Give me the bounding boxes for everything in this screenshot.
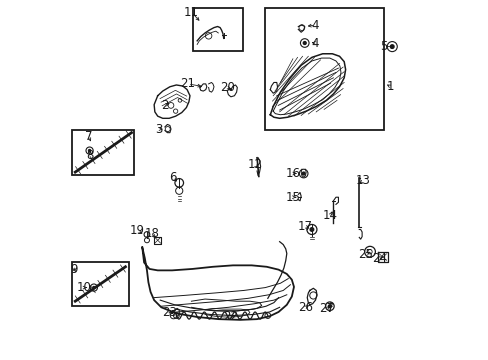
Text: 19: 19	[130, 224, 145, 237]
Circle shape	[93, 287, 95, 289]
Text: 23: 23	[162, 306, 177, 319]
Text: 17: 17	[297, 220, 312, 233]
Text: 14: 14	[323, 209, 337, 222]
Text: 21: 21	[180, 77, 195, 90]
Text: 24: 24	[371, 252, 386, 265]
Text: 7: 7	[84, 130, 92, 143]
Text: 18: 18	[144, 227, 159, 240]
Circle shape	[309, 228, 313, 231]
Text: 5: 5	[379, 40, 386, 53]
Text: 12: 12	[247, 158, 262, 171]
Text: 6: 6	[169, 171, 176, 184]
Text: 10: 10	[76, 281, 91, 294]
Text: 11: 11	[183, 6, 199, 19]
Text: 15: 15	[285, 191, 300, 204]
Bar	[265, 8, 383, 130]
Text: 22: 22	[223, 310, 238, 323]
Text: 3: 3	[154, 122, 162, 136]
Text: 8: 8	[86, 149, 94, 162]
Text: 27: 27	[319, 302, 334, 315]
Circle shape	[389, 45, 393, 48]
Bar	[72, 130, 134, 175]
Bar	[72, 262, 129, 306]
Text: 13: 13	[355, 174, 370, 187]
Text: 2: 2	[161, 99, 168, 112]
Text: 25: 25	[358, 248, 372, 261]
Circle shape	[328, 305, 330, 308]
Circle shape	[303, 41, 305, 44]
Text: 4: 4	[311, 19, 319, 32]
Text: 9: 9	[70, 263, 78, 276]
Bar	[192, 8, 242, 51]
Text: 1: 1	[386, 80, 394, 93]
Circle shape	[302, 172, 305, 175]
Text: 20: 20	[220, 81, 234, 94]
Circle shape	[88, 149, 90, 152]
Text: 4: 4	[311, 36, 319, 50]
Text: 16: 16	[285, 167, 300, 180]
Text: 26: 26	[297, 301, 312, 314]
